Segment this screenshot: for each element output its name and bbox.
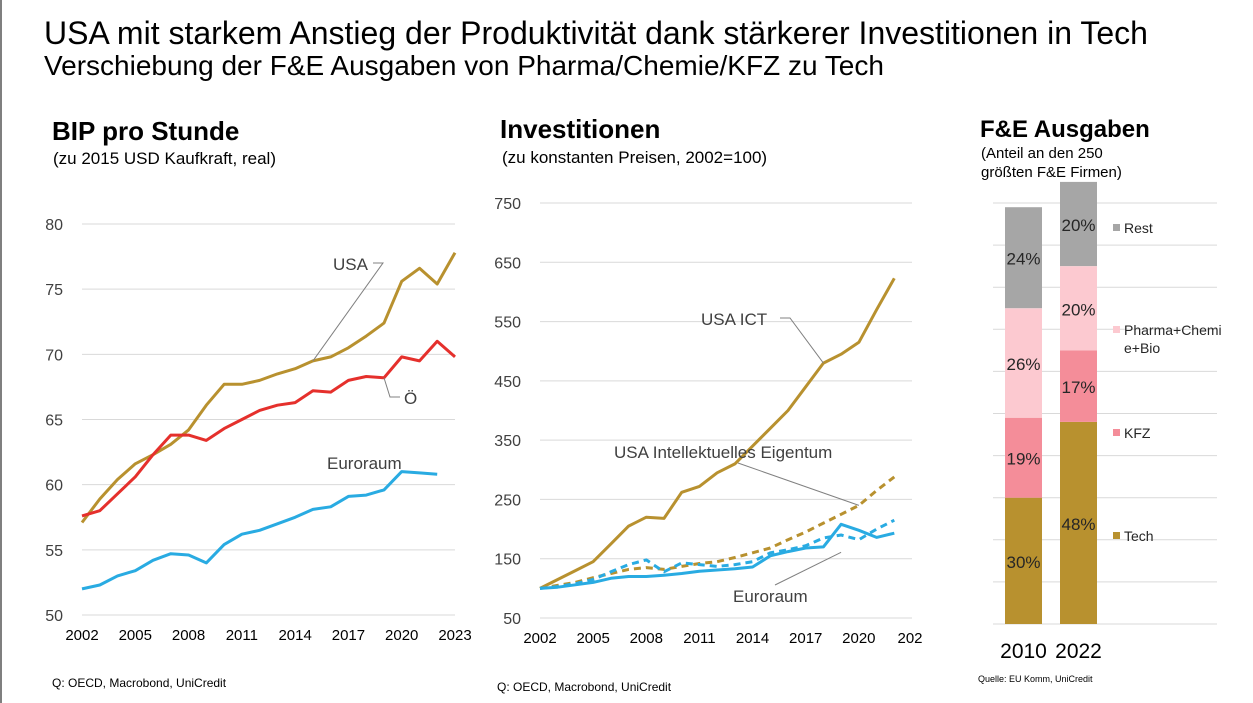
chart2-leader-euroraum — [774, 551, 842, 586]
chart2-leader-usa-ip — [737, 462, 860, 506]
chart1-line-usa — [80, 251, 457, 524]
chart1-leader-austria — [383, 377, 400, 398]
chart1-title: BIP pro Stunde — [52, 116, 240, 146]
chart2-subtitle: (zu konstanten Preisen, 2002=100) — [502, 148, 768, 167]
chart3-data-label: 48% — [1061, 515, 1095, 534]
chart1-line-austria — [81, 339, 456, 518]
chart2-xtick-label: 2008 — [630, 630, 663, 647]
chart1-label-euroraum: Euroraum — [327, 454, 402, 473]
chart1-xtick-label: 2008 — [172, 627, 205, 644]
chart3-data-label: 30% — [1006, 553, 1040, 572]
chart2-ytick-label: 450 — [494, 374, 521, 391]
chart1-xtick-label: 2017 — [332, 627, 365, 644]
chart3-bar-2010-tech — [1005, 497, 1042, 624]
chart1-xtick-label: 2005 — [119, 627, 152, 644]
chart3-subtitle-line2: größten F&E Firmen) — [981, 164, 1122, 181]
chart1-label-usa: USA — [333, 255, 369, 274]
chart2-ytick-label: 50 — [503, 611, 521, 628]
chart3-bar-2010-pharma — [1005, 308, 1042, 418]
chart1-ytick-label: 80 — [45, 217, 63, 234]
chart3-legend-label-kfz: KFZ — [1124, 425, 1151, 441]
chart2-xtick-label: 2002 — [523, 630, 556, 647]
chart2-label-usa-ict: USA ICT — [701, 310, 767, 329]
slide-left-border — [0, 0, 2, 703]
chart2-line-usa-ip — [539, 475, 896, 590]
chart3-legend-label-rest: Rest — [1124, 220, 1153, 236]
chart2-xtick-label: 2014 — [736, 630, 769, 647]
chart1-xtick-label: 2002 — [65, 627, 98, 644]
chart3-data-label: 20% — [1061, 216, 1095, 235]
chart1-subtitle: (zu 2015 USD Kaufkraft, real) — [53, 149, 276, 168]
chart2-ytick-label: 150 — [494, 552, 521, 569]
chart2-xtick-label: 2020 — [842, 630, 875, 647]
chart3-bar-2022-pharma — [1060, 266, 1097, 351]
chart1-ytick-label: 60 — [45, 478, 63, 495]
chart1-xtick-label: 2020 — [385, 627, 418, 644]
chart1-ytick-label: 55 — [45, 543, 63, 560]
chart3-title: F&E Ausgaben — [980, 116, 1150, 143]
chart2-label-euroraum: Euroraum — [733, 587, 808, 606]
chart3-bar-2010-rest — [1005, 207, 1042, 309]
chart2-label-usa-ip: USA Intellektuelles Eigentum — [614, 443, 832, 462]
chart3-legend-swatch-rest — [1113, 224, 1120, 231]
chart3-legend-swatch-kfz — [1113, 429, 1120, 436]
slide-title: USA mit starkem Anstieg der Produktivitä… — [44, 15, 1148, 51]
chart3-data-label: 20% — [1061, 300, 1095, 319]
slide-subtitle: Verschiebung der F&E Ausgaben von Pharma… — [44, 50, 884, 81]
chart1-ytick-label: 75 — [45, 282, 63, 299]
chart2-xtick-label: 2017 — [789, 630, 822, 647]
chart2-xtick-label: 202 — [897, 630, 922, 647]
chart3-data-label: 26% — [1006, 355, 1040, 374]
chart3-legend-label-pharma: e+Bio — [1124, 340, 1160, 356]
chart2-ytick-label: 750 — [494, 196, 521, 213]
chart1-source: Q: OECD, Macrobond, UniCredit — [52, 676, 227, 690]
chart3-data-label: 19% — [1006, 450, 1040, 469]
chart3-data-label: 24% — [1006, 250, 1040, 269]
chart2-xtick-label: 2005 — [576, 630, 609, 647]
chart2-ytick-label: 350 — [494, 433, 521, 450]
chart2-leader-usa-ict — [780, 317, 824, 364]
chart2-source: Q: OECD, Macrobond, UniCredit — [497, 680, 672, 694]
chart3-bar-2022-rest — [1060, 181, 1097, 267]
chart2-line-euroraum-solid — [539, 522, 895, 590]
chart2-line-euroraum-dashed — [539, 518, 895, 590]
chart1-ytick-label: 50 — [45, 608, 63, 625]
chart2-ytick-label: 550 — [494, 315, 521, 332]
chart2-xtick-label: 2011 — [683, 630, 715, 647]
chart1-line-euroraum — [81, 470, 438, 591]
chart1-leader-usa — [312, 262, 384, 362]
chart1-ytick-label: 70 — [45, 347, 63, 364]
chart3-subtitle-line1: (Anteil an den 250 — [981, 145, 1103, 162]
chart3-legend-label-pharma: Pharma+Chemi — [1124, 322, 1222, 338]
chart1-xtick-label: 2014 — [278, 627, 311, 644]
chart3-xtick-label: 2010 — [1000, 640, 1047, 663]
chart3-legend-label-tech: Tech — [1124, 528, 1154, 544]
chart2-line-usa-ict — [539, 277, 896, 590]
chart3-bar-2010-kfz — [1005, 417, 1042, 498]
chart1-xtick-label: 2011 — [226, 627, 258, 644]
chart3-bar-2022-kfz — [1060, 350, 1097, 422]
chart2-title: Investitionen — [500, 114, 661, 144]
chart3-source: Quelle: EU Komm, UniCredit — [978, 674, 1093, 684]
chart3-data-label: 17% — [1061, 378, 1095, 397]
chart1-label-austria: Ö — [404, 389, 417, 408]
chart2-ytick-label: 650 — [494, 255, 521, 272]
chart3-legend-swatch-pharma — [1113, 326, 1120, 333]
chart3-legend-swatch-tech — [1113, 532, 1120, 539]
chart3-bar-2022-tech — [1060, 421, 1097, 624]
chart3-xtick-label: 2022 — [1055, 640, 1102, 663]
chart1-xtick-label: 2023 — [438, 627, 471, 644]
chart1-ytick-label: 65 — [45, 413, 63, 430]
chart2-ytick-label: 250 — [494, 492, 521, 509]
